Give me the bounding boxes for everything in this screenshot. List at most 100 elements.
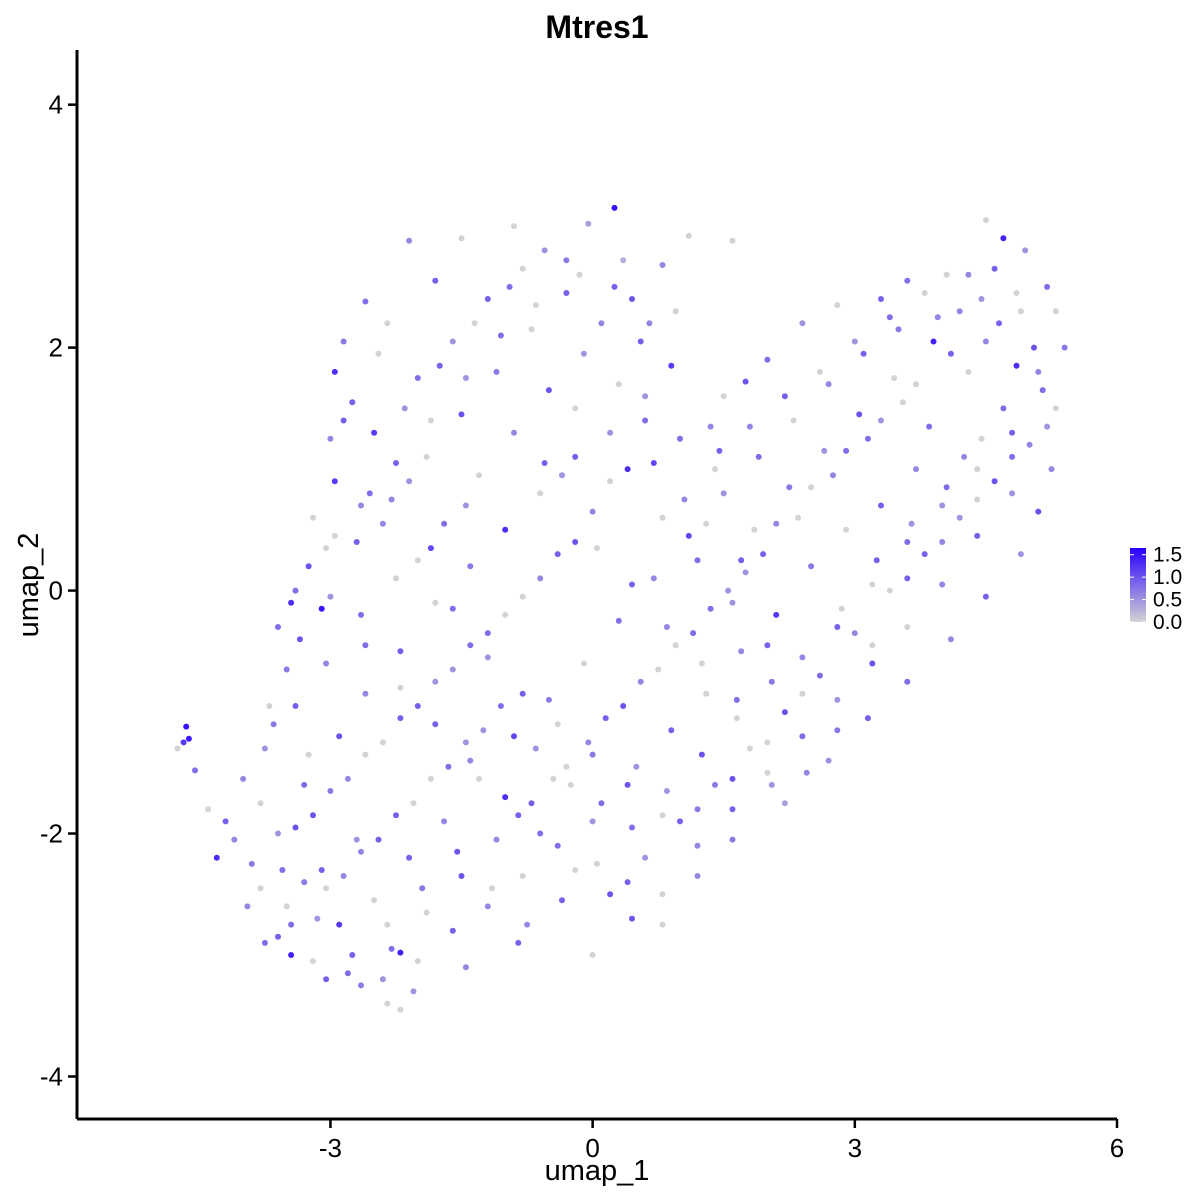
data-point — [607, 891, 614, 898]
data-point — [947, 350, 954, 357]
data-point — [310, 812, 316, 819]
data-point — [904, 277, 911, 284]
data-point — [629, 915, 635, 922]
data-point — [349, 399, 356, 406]
data-point — [843, 447, 850, 454]
data-point — [283, 666, 290, 673]
data-point — [449, 338, 456, 345]
data-point — [768, 781, 775, 788]
data-point — [462, 375, 469, 381]
data-point — [432, 277, 439, 284]
data-point — [712, 466, 718, 473]
data-point — [410, 800, 417, 807]
data-point — [427, 417, 434, 424]
data-point — [746, 423, 753, 430]
data-point — [781, 709, 788, 716]
data-point — [751, 526, 758, 533]
data-point — [467, 757, 474, 764]
data-point — [742, 378, 749, 385]
data-point — [589, 952, 596, 958]
data-point — [873, 557, 880, 564]
data-point — [362, 642, 369, 649]
x-tick-label: 0 — [585, 1133, 599, 1163]
data-point — [1052, 308, 1059, 315]
data-point — [511, 429, 517, 436]
data-point — [764, 356, 771, 363]
data-point — [358, 848, 364, 855]
data-point — [454, 848, 461, 855]
data-point — [738, 648, 745, 655]
data-point — [869, 642, 876, 649]
data-point — [1035, 368, 1042, 375]
data-point — [441, 818, 448, 825]
data-point — [1044, 283, 1051, 290]
data-point — [511, 223, 517, 230]
data-point — [974, 496, 981, 503]
data-point — [336, 921, 343, 928]
data-point — [524, 921, 531, 928]
data-point — [537, 490, 544, 497]
data-point — [755, 453, 762, 460]
data-point — [786, 484, 793, 491]
data-point — [642, 417, 649, 424]
data-point — [410, 988, 417, 995]
data-point — [624, 466, 631, 473]
data-point — [497, 703, 504, 709]
data-point — [991, 265, 998, 272]
data-point — [502, 526, 509, 533]
data-point — [257, 800, 264, 807]
data-point — [275, 830, 281, 837]
data-point — [305, 563, 312, 570]
data-point — [462, 964, 469, 971]
data-point — [323, 545, 330, 552]
data-point — [1017, 551, 1024, 558]
data-point — [327, 788, 334, 794]
data-point — [1044, 423, 1051, 430]
data-point — [694, 806, 701, 813]
data-point — [436, 362, 443, 369]
x-tick-label: 3 — [848, 1133, 862, 1163]
data-point — [384, 921, 391, 928]
data-point — [358, 982, 364, 989]
data-point — [559, 472, 565, 479]
data-point — [930, 338, 937, 345]
data-point — [629, 296, 635, 302]
data-point — [886, 587, 893, 594]
data-point — [834, 696, 841, 703]
data-point — [908, 520, 915, 527]
data-point — [467, 563, 474, 570]
data-point — [668, 727, 675, 734]
data-point — [519, 690, 526, 697]
data-point — [493, 368, 500, 375]
data-point — [921, 551, 928, 558]
data-point — [707, 605, 714, 612]
data-point — [240, 775, 247, 782]
data-point — [379, 739, 386, 746]
data-point — [563, 257, 570, 264]
data-point — [773, 611, 780, 618]
data-point — [414, 375, 421, 381]
data-point — [869, 660, 876, 667]
data-point — [725, 587, 732, 594]
data-point — [563, 290, 570, 296]
data-point — [340, 417, 347, 424]
data-point — [939, 502, 946, 509]
data-point — [261, 745, 268, 752]
data-point — [808, 563, 815, 570]
data-point — [397, 684, 404, 691]
data-point — [843, 526, 850, 533]
data-point — [620, 257, 627, 264]
data-point — [528, 326, 535, 333]
colorbar-tick-label: 0.0 — [1153, 611, 1182, 634]
data-point — [799, 654, 806, 661]
data-point — [292, 703, 299, 709]
data-point — [349, 952, 356, 958]
data-point — [484, 654, 491, 661]
data-point — [515, 939, 522, 946]
data-point — [860, 350, 867, 357]
data-point — [834, 302, 841, 309]
data-point — [423, 909, 430, 916]
data-point — [484, 630, 491, 637]
data-point — [432, 599, 439, 606]
data-point — [388, 945, 395, 952]
